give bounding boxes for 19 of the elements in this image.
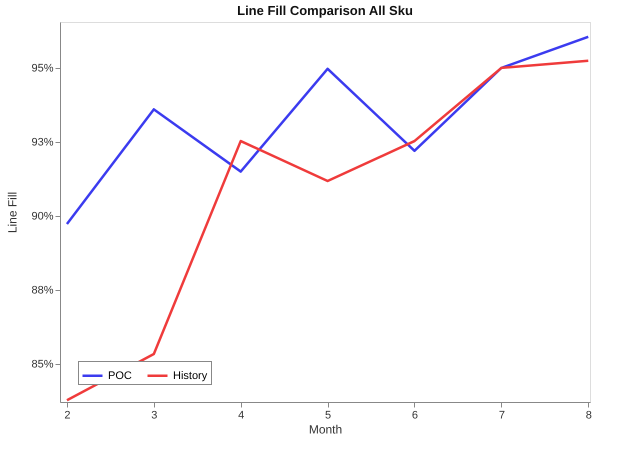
x-tick-label: 8 (586, 410, 592, 422)
x-axis-title: Month (308, 422, 342, 436)
y-tick-label: 90% (31, 210, 54, 222)
chart-title: Line Fill Comparison All Sku (237, 3, 413, 18)
x-tick-label: 5 (325, 410, 332, 422)
x-tick-label: 6 (412, 410, 418, 422)
legend-label: POC (108, 370, 132, 382)
line-series (66, 60, 590, 402)
x-tick-label: 2 (64, 410, 71, 422)
x-tick-label: 4 (238, 410, 244, 422)
line-series (66, 36, 590, 226)
x-tick-label: 7 (498, 410, 505, 422)
x-tick-label: 3 (151, 410, 158, 422)
y-tick-label: 95% (31, 62, 54, 74)
y-axis-title: Line Fill (5, 192, 20, 234)
y-tick-label: 93% (31, 136, 54, 148)
legend-label: History (173, 370, 208, 382)
y-tick-label: 85% (31, 358, 54, 371)
y-tick-label: 88% (31, 284, 54, 297)
